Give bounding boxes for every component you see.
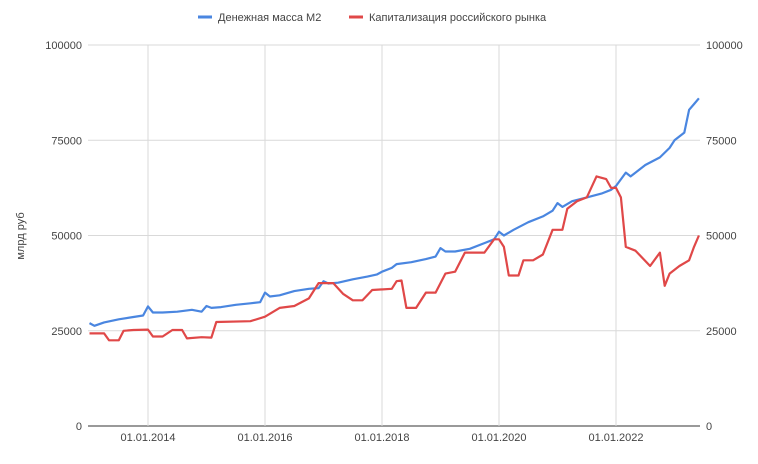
y-axis-left: 0 25000 50000 75000 100000 [45,40,82,433]
x-tick-label: 01.01.2016 [237,432,292,444]
y-axis-right: 0 25000 50000 75000 100000 [706,40,743,433]
x-tick-label: 01.01.2020 [471,432,526,444]
y-tick-label-right: 100000 [706,40,743,52]
legend-label-m2[interactable]: Денежная масса М2 [218,12,321,24]
series-group [88,97,700,342]
series-line-m2 [88,97,700,327]
x-tick-label: 01.01.2018 [354,432,409,444]
y-axis-title: млрд руб [15,212,27,259]
legend: Денежная масса М2 Капитализация российск… [198,12,547,24]
y-tick-label-right: 75000 [706,135,737,147]
y-tick-label-left: 25000 [51,326,82,338]
y-tick-label-right: 0 [706,421,712,433]
y-tick-label-left: 50000 [51,231,82,243]
y-tick-label-left: 100000 [45,40,82,52]
x-tick-label: 01.01.2022 [588,432,643,444]
x-axis: 01.01.2014 01.01.2016 01.01.2018 01.01.2020… [120,432,643,444]
y-tick-label-right: 50000 [706,231,737,243]
legend-label-market-cap[interactable]: Капитализация российского рынка [369,12,547,24]
y-tick-label-right: 25000 [706,326,737,338]
y-tick-label-left: 0 [76,421,82,433]
y-tick-label-left: 75000 [51,135,82,147]
series-line-market-cap [89,175,700,342]
x-tick-label: 01.01.2014 [120,432,175,444]
grid [88,44,700,427]
